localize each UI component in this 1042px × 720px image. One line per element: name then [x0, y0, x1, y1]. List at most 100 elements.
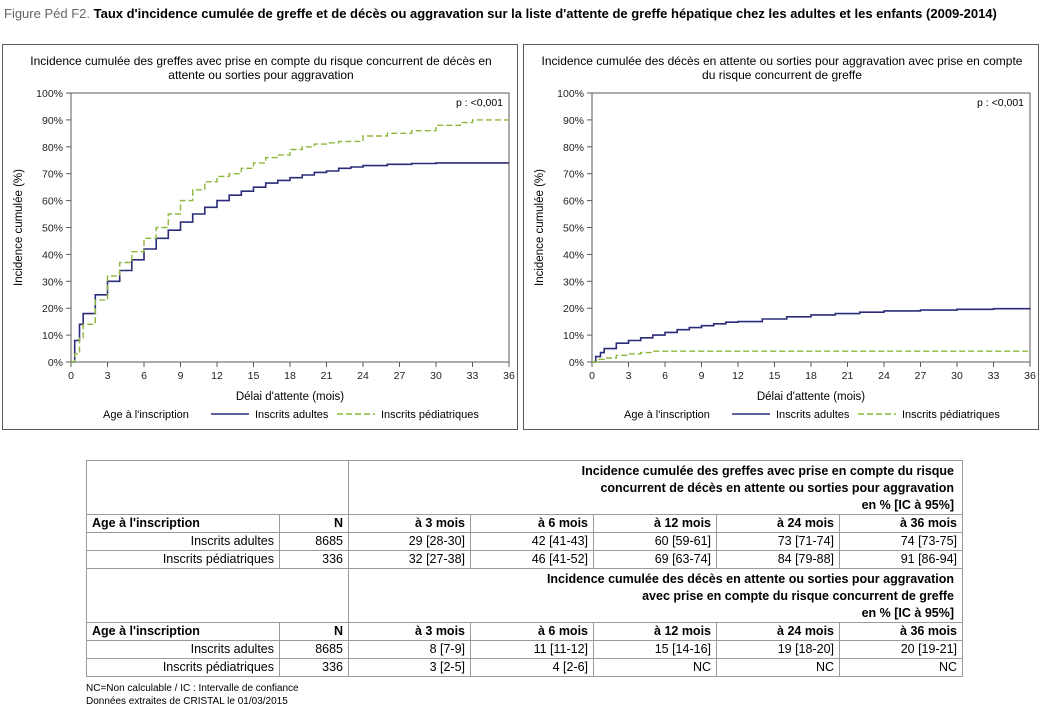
right-chart-xtick-label-4: 12: [732, 370, 744, 382]
right-chart-ytick-label-8: 80%: [563, 142, 584, 154]
right-chart-xtick-label-8: 24: [878, 370, 890, 382]
right-chart-xtick-label-5: 15: [769, 370, 781, 382]
table-column-header-1: N: [279, 622, 349, 641]
table-column-header-4: à 12 mois: [593, 514, 717, 533]
table-row: Inscrits adultes 8685 29 [28-30] 42 [41-43]…: [86, 532, 963, 551]
right-chart-ytick-label-7: 70%: [563, 169, 584, 181]
table-cell-1-0-3: 11 [11-12]: [470, 640, 594, 659]
table-cell-0-0-5: 73 [71-74]: [716, 532, 840, 551]
chart-panel-death: Incidence cumulée des décès en attente o…: [523, 44, 1039, 430]
left-chart-ytick-label-5: 50%: [42, 223, 63, 235]
table-cell-1-0-1: 8685: [279, 640, 349, 659]
right-chart-legend-adults: Inscrits adultes: [776, 409, 850, 421]
table-cell-0-0-1: 8685: [279, 532, 349, 551]
table-block-1-heading-line-1: avec prise en compte du risque concurren…: [642, 589, 954, 603]
right-chart-xtick-label-1: 3: [626, 370, 632, 382]
left-chart-xlabel: Délai d'attente (mois): [236, 391, 344, 403]
table-cell-0-1-2: 32 [27-38]: [348, 550, 471, 569]
table-cell-1-1-1: 336: [279, 658, 349, 677]
left-chart-xtick-label-4: 12: [211, 370, 223, 382]
table-row: Inscrits adultes 8685 8 [7-9] 11 [11-12] 15 …: [86, 640, 963, 659]
right-chart-ytick-label-10: 100%: [557, 88, 584, 100]
table-cell-0-1-3: 46 [41-52]: [470, 550, 594, 569]
table-cell-1-1-3: 4 [2-6]: [470, 658, 594, 677]
right-chart-xtick-label-9: 27: [915, 370, 927, 382]
figure-title-text: Taux d'incidence cumulée de greffe et de…: [93, 6, 997, 21]
table-cell-0-0-3: 42 [41-43]: [470, 532, 594, 551]
table-cell-0-0-4: 60 [59-61]: [593, 532, 717, 551]
right-chart-ytick-label-6: 60%: [563, 196, 584, 208]
right-chart-xtick-label-11: 33: [988, 370, 1000, 382]
table-column-header-4: à 12 mois: [593, 622, 717, 641]
table-block-1-heading: Incidence cumulée des décès en attente o…: [348, 568, 963, 623]
right-chart-ytick-label-4: 40%: [563, 249, 584, 261]
table-cell-0-1-1: 336: [279, 550, 349, 569]
right-chart-xtick-label-7: 21: [842, 370, 854, 382]
right-chart-xtick-label-12: 36: [1024, 370, 1036, 382]
table-cell-1-1-6: NC: [839, 658, 963, 677]
table-row: Inscrits pédiatriques 336 32 [27-38] 46 [41…: [86, 550, 963, 569]
table-block-1-heading-line-2: en % [IC à 95%]: [861, 606, 954, 620]
right-chart-title-line-1: du risque concurrent de greffe: [702, 68, 862, 82]
right-chart-ytick-label-9: 90%: [563, 115, 584, 127]
right-chart-ytick-label-0: 0%: [569, 357, 584, 369]
table-column-header-3: à 6 mois: [470, 622, 594, 641]
left-chart-xtick-label-6: 18: [284, 370, 296, 382]
left-chart-ytick-label-7: 70%: [42, 169, 63, 181]
left-chart-xtick-label-2: 6: [141, 370, 147, 382]
left-chart-xtick-label-9: 27: [394, 370, 406, 382]
right-chart-xtick-label-3: 9: [699, 370, 705, 382]
left-chart-ytick-label-6: 60%: [42, 196, 63, 208]
right-chart-title-line-0: Incidence cumulée des décès en attente o…: [542, 54, 1023, 68]
right-chart-xtick-label-10: 30: [951, 370, 963, 382]
left-chart-series-adults: [71, 162, 509, 363]
right-chart-ylabel: Incidence cumulée (%): [534, 169, 546, 286]
table-cell-0-1-0: Inscrits pédiatriques: [86, 550, 280, 569]
table-column-header-1: N: [279, 514, 349, 533]
right-chart-legend-title: Age à l'inscription: [624, 409, 710, 421]
right-chart-plot-frame: [591, 92, 1031, 363]
table-heading-blank: [86, 568, 349, 623]
footnote-source: Données extraites de CRISTAL le 01/03/20…: [86, 696, 288, 707]
left-chart-p-value: p : <0,001: [456, 97, 503, 109]
right-chart-series-adults: [592, 307, 1031, 363]
table-block-0-heading-line-0: Incidence cumulée des greffes avec prise…: [581, 464, 954, 478]
table-column-header-2: à 3 mois: [348, 622, 471, 641]
table-cell-1-0-0: Inscrits adultes: [86, 640, 280, 659]
table-cell-1-1-5: NC: [716, 658, 840, 677]
left-chart-xtick-label-8: 24: [357, 370, 369, 382]
summary-table: Incidence cumulée des greffes avec prise…: [86, 460, 963, 677]
footnote-abbreviations: NC=Non calculable / IC : Intervalle de c…: [86, 683, 299, 694]
table-cell-0-1-4: 69 [63-74]: [593, 550, 717, 569]
left-chart-xtick-label-3: 9: [178, 370, 184, 382]
chart-transplant-incidence: Incidence cumulée des greffes avec prise…: [13, 54, 515, 421]
table-cell-0-1-6: 91 [86-94]: [839, 550, 963, 569]
table-column-header-3: à 6 mois: [470, 514, 594, 533]
right-chart-xtick-label-0: 0: [589, 370, 595, 382]
chart-panel-transplant: Incidence cumulée des greffes avec prise…: [2, 44, 518, 430]
table-column-header-5: à 24 mois: [716, 514, 840, 533]
left-chart-ytick-label-9: 90%: [42, 115, 63, 127]
left-chart-ytick-label-3: 30%: [42, 276, 63, 288]
left-chart-xtick-label-7: 21: [321, 370, 333, 382]
left-chart-legend-title: Age à l'inscription: [103, 409, 189, 421]
left-chart-ytick-label-2: 20%: [42, 303, 63, 315]
left-chart-ytick-label-0: 0%: [48, 357, 63, 369]
left-chart-ytick-label-4: 40%: [42, 249, 63, 261]
footnotes: NC=Non calculable / IC : Intervalle de c…: [86, 682, 299, 708]
table-cell-1-1-4: NC: [593, 658, 717, 677]
table-cell-1-1-0: Inscrits pédiatriques: [86, 658, 280, 677]
table-block-0-heading-row: Incidence cumulée des greffes avec prise…: [86, 460, 963, 515]
figure-number: Figure Péd F2.: [4, 6, 90, 21]
left-chart-legend-pediatric: Inscrits pédiatriques: [381, 409, 479, 421]
right-chart-ytick-label-1: 10%: [563, 330, 584, 342]
left-chart-xtick-label-10: 30: [430, 370, 442, 382]
table-cell-1-0-6: 20 [19-21]: [839, 640, 963, 659]
table-cell-0-0-0: Inscrits adultes: [86, 532, 280, 551]
figure-title: Figure Péd F2. Taux d'incidence cumulée …: [4, 5, 1034, 22]
left-chart-xtick-label-12: 36: [503, 370, 515, 382]
left-chart-xtick-label-5: 15: [248, 370, 260, 382]
table-block-1-heading-line-0: Incidence cumulée des décès en attente o…: [546, 572, 954, 586]
table-cell-1-1-2: 3 [2-5]: [348, 658, 471, 677]
